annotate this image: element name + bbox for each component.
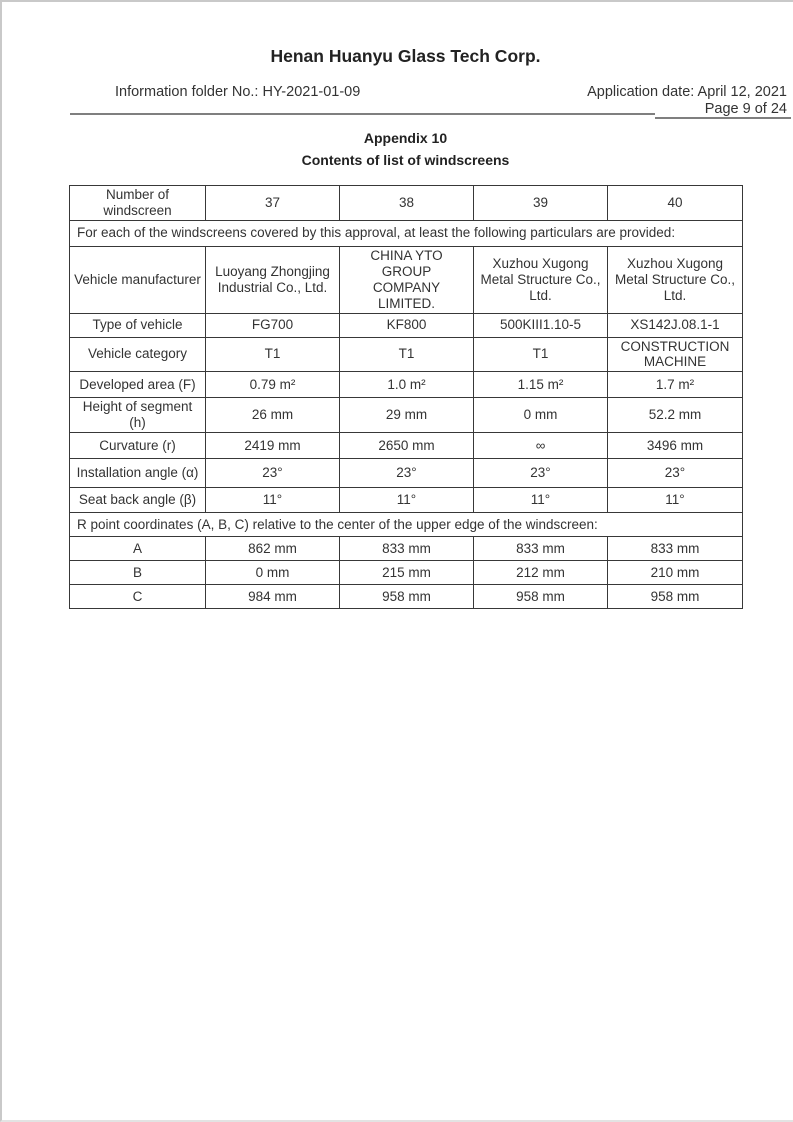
cell-value: 40 [607,185,743,221]
row-label: Vehicle manufacturer [69,245,206,314]
cell-value: 11° [607,487,743,514]
cell-value: 215 mm [339,560,474,586]
cell-value: 0 mm [205,560,340,586]
cell-value: T1 [339,336,474,373]
cell-value: 833 mm [473,536,608,562]
cell-value: CHINA YTO GROUP COMPANY LIMITED. [339,245,474,314]
table-row-vehicle-manufacturer: Vehicle manufacturer Luoyang Zhongjing I… [69,245,743,314]
cell-value: 1.15 m² [473,371,608,399]
cell-value: 0.79 m² [205,371,340,399]
cell-value: 23° [473,458,608,489]
application-date: Application date: April 12, 2021 [587,84,787,100]
info-folder-number: Information folder No.: HY-2021-01-09 [115,84,361,100]
cell-value: 500KIII1.10-5 [473,312,608,338]
cell-value: CONSTRUCTION MACHINE [607,336,743,373]
cell-value: 3496 mm [607,432,743,460]
cell-value: Luoyang Zhongjing Industrial Co., Ltd. [205,245,340,314]
page-number: Page 9 of 24 [704,101,787,117]
cell-value: 0 mm [473,397,608,434]
row-label: Curvature (r) [69,432,206,460]
cell-value: T1 [473,336,608,373]
r-point-note: R point coordinates (A, B, C) relative t… [69,512,743,538]
table-row-coordinate-c: C 984 mm 958 mm 958 mm 958 mm [69,584,743,610]
table-row-approval-note: For each of the windscreens covered by t… [69,219,743,247]
cell-value: 23° [339,458,474,489]
row-label: Vehicle category [69,336,206,373]
appendix-title: Appendix 10 [363,130,448,146]
cell-value: 11° [473,487,608,514]
cell-value: FG700 [205,312,340,338]
cell-value: KF800 [339,312,474,338]
cell-value: 52.2 mm [607,397,743,434]
row-label: C [69,584,206,610]
cell-value: T1 [205,336,340,373]
table-row-developed-area: Developed area (F) 0.79 m² 1.0 m² 1.15 m… [69,371,743,399]
table-row-vehicle-category: Vehicle category T1 T1 T1 CONSTRUCTION M… [69,336,743,373]
table-row-height-of-segment: Height of segment (h) 26 mm 29 mm 0 mm 5… [69,397,743,434]
cell-value: 2650 mm [339,432,474,460]
cell-value: 23° [205,458,340,489]
row-label: Number of windscreen [69,185,206,221]
cell-value: 958 mm [607,584,743,610]
row-label: Seat back angle (β) [69,487,206,514]
table-row-number-of-windscreen: Number of windscreen 37 38 39 40 [69,185,743,221]
header-rule-right [655,117,791,119]
table-row-curvature: Curvature (r) 2419 mm 2650 mm ∞ 3496 mm [69,432,743,460]
cell-value: 38 [339,185,474,221]
table-row-coordinate-b: B 0 mm 215 mm 212 mm 210 mm [69,560,743,586]
company-title: Henan Huanyu Glass Tech Corp. [270,46,541,66]
cell-value: 11° [205,487,340,514]
cell-value: Xuzhou Xugong Metal Structure Co., Ltd. [473,245,608,314]
row-label: Developed area (F) [69,371,206,399]
cell-value: 212 mm [473,560,608,586]
cell-value: 29 mm [339,397,474,434]
cell-value: 958 mm [473,584,608,610]
table-row-coordinate-a: A 862 mm 833 mm 833 mm 833 mm [69,536,743,562]
table-row-installation-angle: Installation angle (α) 23° 23° 23° 23° [69,458,743,489]
cell-value: XS142J.08.1-1 [607,312,743,338]
contents-subtitle: Contents of list of windscreens [301,152,510,168]
table-row-r-point-note: R point coordinates (A, B, C) relative t… [69,512,743,538]
row-label: A [69,536,206,562]
row-label: Type of vehicle [69,312,206,338]
cell-value: 833 mm [607,536,743,562]
row-label: B [69,560,206,586]
table-row-type-of-vehicle: Type of vehicle FG700 KF800 500KIII1.10-… [69,312,743,338]
cell-value: 984 mm [205,584,340,610]
cell-value: 833 mm [339,536,474,562]
cell-value: 37 [205,185,340,221]
cell-value: 11° [339,487,474,514]
windscreen-table: Number of windscreen 37 38 39 40 For eac… [69,185,743,610]
cell-value: 958 mm [339,584,474,610]
approval-note: For each of the windscreens covered by t… [69,219,743,247]
cell-value: 1.7 m² [607,371,743,399]
cell-value: 2419 mm [205,432,340,460]
cell-value: 862 mm [205,536,340,562]
cell-value: 210 mm [607,560,743,586]
row-label: Installation angle (α) [69,458,206,489]
cell-value: 39 [473,185,608,221]
cell-value: 26 mm [205,397,340,434]
table-row-seat-back-angle: Seat back angle (β) 11° 11° 11° 11° [69,487,743,514]
cell-value: ∞ [473,432,608,460]
cell-value: Xuzhou Xugong Metal Structure Co., Ltd. [607,245,743,314]
cell-value: 1.0 m² [339,371,474,399]
header-rule-left [70,113,655,115]
cell-value: 23° [607,458,743,489]
row-label: Height of segment (h) [69,397,206,434]
